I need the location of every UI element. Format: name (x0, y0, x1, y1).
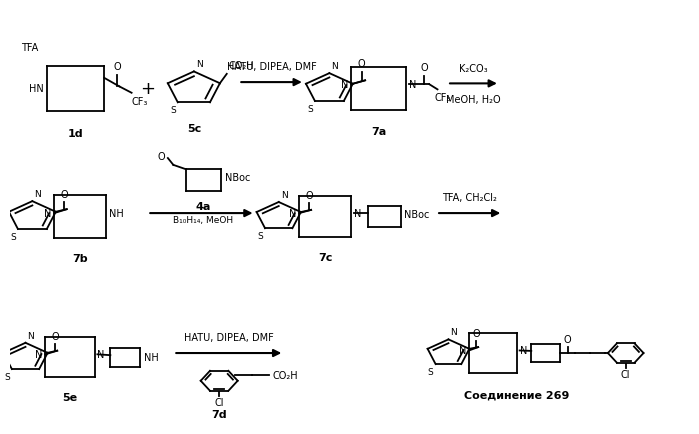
Text: CF₃: CF₃ (435, 93, 451, 103)
Text: 7a: 7a (371, 127, 387, 137)
Text: S: S (10, 232, 16, 241)
Text: O: O (113, 62, 121, 72)
Text: O: O (420, 63, 428, 73)
Text: O: O (473, 328, 480, 338)
Text: N: N (35, 349, 43, 359)
Text: N: N (34, 190, 41, 199)
Text: NBoc: NBoc (404, 210, 429, 220)
Text: O: O (358, 59, 366, 69)
Text: 1d: 1d (68, 128, 83, 138)
Text: O: O (157, 151, 165, 161)
Text: O: O (563, 334, 571, 344)
Text: HATU, DIPEA, DMF: HATU, DIPEA, DMF (226, 62, 317, 72)
Text: Cl: Cl (621, 369, 630, 379)
Text: N: N (354, 209, 361, 219)
Text: Соединение 269: Соединение 269 (464, 390, 570, 400)
Text: N: N (196, 60, 203, 69)
Text: N: N (97, 349, 105, 359)
Text: HN: HN (29, 84, 43, 94)
Text: S: S (307, 105, 313, 114)
Text: 7c: 7c (318, 252, 333, 262)
Text: 5c: 5c (187, 124, 201, 134)
Text: MeOH, H₂O: MeOH, H₂O (446, 95, 500, 105)
Text: N: N (289, 209, 296, 219)
Text: TFA, CH₂Cl₂: TFA, CH₂Cl₂ (442, 193, 497, 203)
Text: N: N (281, 191, 287, 200)
Text: Cl: Cl (215, 398, 224, 408)
Text: N: N (331, 62, 338, 71)
Text: S: S (170, 106, 175, 115)
Text: N: N (409, 80, 416, 90)
Text: S: S (257, 232, 263, 241)
Text: 7d: 7d (211, 409, 227, 419)
Text: 4a: 4a (196, 201, 211, 211)
Text: N: N (519, 345, 527, 355)
Text: CO₂H: CO₂H (273, 370, 298, 380)
Text: NBoc: NBoc (224, 172, 250, 182)
Text: NH: NH (109, 209, 124, 219)
Text: +: + (140, 80, 155, 98)
Text: 7b: 7b (73, 253, 88, 263)
Text: S: S (4, 372, 10, 381)
Text: S: S (428, 367, 433, 376)
Text: N: N (44, 209, 52, 219)
Text: N: N (27, 331, 34, 340)
Text: NH: NH (144, 352, 159, 362)
Text: 5e: 5e (62, 392, 78, 402)
Text: CF₃: CF₃ (131, 96, 148, 106)
Text: N: N (451, 328, 457, 337)
Text: B₁₀H₁₄, MeOH: B₁₀H₁₄, MeOH (173, 215, 233, 224)
Text: N: N (459, 345, 466, 355)
Text: O: O (305, 190, 313, 200)
Text: N: N (341, 80, 349, 90)
Text: TFA: TFA (21, 43, 38, 53)
Text: HATU, DIPEA, DMF: HATU, DIPEA, DMF (184, 332, 273, 342)
Text: CO₂H: CO₂H (228, 61, 254, 71)
Text: O: O (51, 331, 59, 341)
Text: K₂CO₃: K₂CO₃ (459, 63, 488, 73)
Text: O: O (60, 189, 68, 199)
